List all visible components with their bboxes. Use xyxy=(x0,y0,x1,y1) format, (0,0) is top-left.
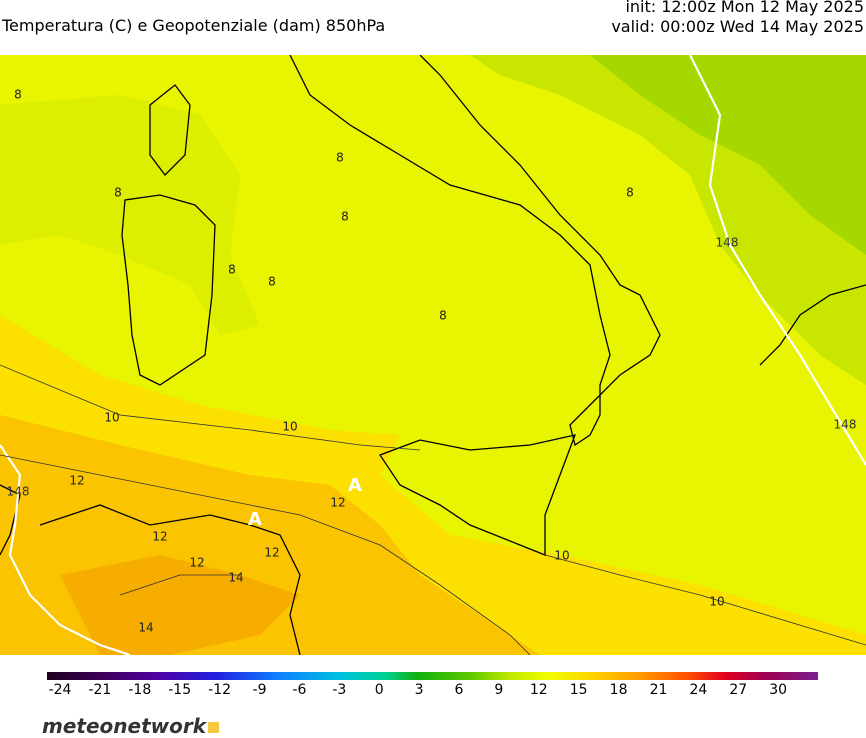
contour-label: 8 xyxy=(114,186,122,200)
warmest-region xyxy=(60,555,300,655)
init-time: init: 12:00z Mon 12 May 2025 xyxy=(625,0,864,16)
colorbar-tick-label: 27 xyxy=(729,682,748,698)
pressure-center: A xyxy=(248,509,262,530)
colorbar-labels: -24 -21 -18 -15 -12 -9 -6 -3 0 3 6 9 12 15 18 21 24 27 30 xyxy=(0,682,866,702)
coastlines xyxy=(0,55,866,655)
colorbar-tick-label: 15 xyxy=(569,682,588,698)
contour-label: 8 xyxy=(14,88,22,102)
geopotential-contours xyxy=(0,55,866,655)
contour-label: 10 xyxy=(282,420,297,434)
colorbar-tick-label: -24 xyxy=(48,682,72,698)
contour-label: 10 xyxy=(709,595,724,609)
contour-label: 148 xyxy=(834,418,857,432)
colorbar-tick-label: -3 xyxy=(332,682,347,698)
contour-label: 14 xyxy=(228,571,243,585)
contour-label: 8 xyxy=(341,210,349,224)
contour-label: 148 xyxy=(716,236,739,250)
contour-label: 8 xyxy=(439,309,447,323)
logo: meteonetwork xyxy=(42,714,219,738)
colorbar-tick-label: -6 xyxy=(292,682,307,698)
colorbar-tick-label: 6 xyxy=(454,682,464,698)
contour-label: 12 xyxy=(189,556,204,570)
contour-label: 14 xyxy=(138,621,153,635)
colorbar-tick-label: 30 xyxy=(769,682,788,698)
colorbar-tick-label: 24 xyxy=(689,682,708,698)
pressure-center: A xyxy=(348,475,362,496)
contour-label: 8 xyxy=(228,263,236,277)
colorbar-tick-label: 3 xyxy=(414,682,424,698)
colorbar-tick-label: -21 xyxy=(88,682,112,698)
contour-label: 148 xyxy=(7,485,30,499)
colorbar-tick-label: -12 xyxy=(208,682,232,698)
contour-label: 10 xyxy=(104,411,119,425)
colorbar xyxy=(47,672,818,680)
contour-label: 10 xyxy=(554,549,569,563)
cool-region xyxy=(0,95,260,335)
contour-label: 12 xyxy=(330,496,345,510)
colorbar-tick-label: -15 xyxy=(168,682,192,698)
contour-label: 12 xyxy=(152,530,167,544)
colorbar-tick-label: 0 xyxy=(374,682,384,698)
colorbar-tick-label: -9 xyxy=(252,682,267,698)
contour-label: 12 xyxy=(264,546,279,560)
contour-label: 8 xyxy=(626,186,634,200)
contour-label: 12 xyxy=(69,474,84,488)
cooler-region xyxy=(590,55,866,255)
colorbar-tick-label: -18 xyxy=(128,682,152,698)
contour-label: 8 xyxy=(268,275,276,289)
colorbar-tick-label: 18 xyxy=(609,682,628,698)
valid-time: valid: 00:00z Wed 14 May 2025 xyxy=(611,17,864,36)
temperature-contours xyxy=(0,364,866,655)
title: Temperatura (C) e Geopotenziale (dam) 85… xyxy=(2,16,386,35)
colorbar-tick-label: 9 xyxy=(494,682,504,698)
contour-label: 8 xyxy=(336,151,344,165)
colorbar-tick-label: 21 xyxy=(649,682,668,698)
colorbar-tick-label: 12 xyxy=(529,682,548,698)
map: 8 8 8 8 8 8 8 8 10 10 10 10 12 12 12 12 12 14 14 148 148 148 A… xyxy=(0,55,866,655)
